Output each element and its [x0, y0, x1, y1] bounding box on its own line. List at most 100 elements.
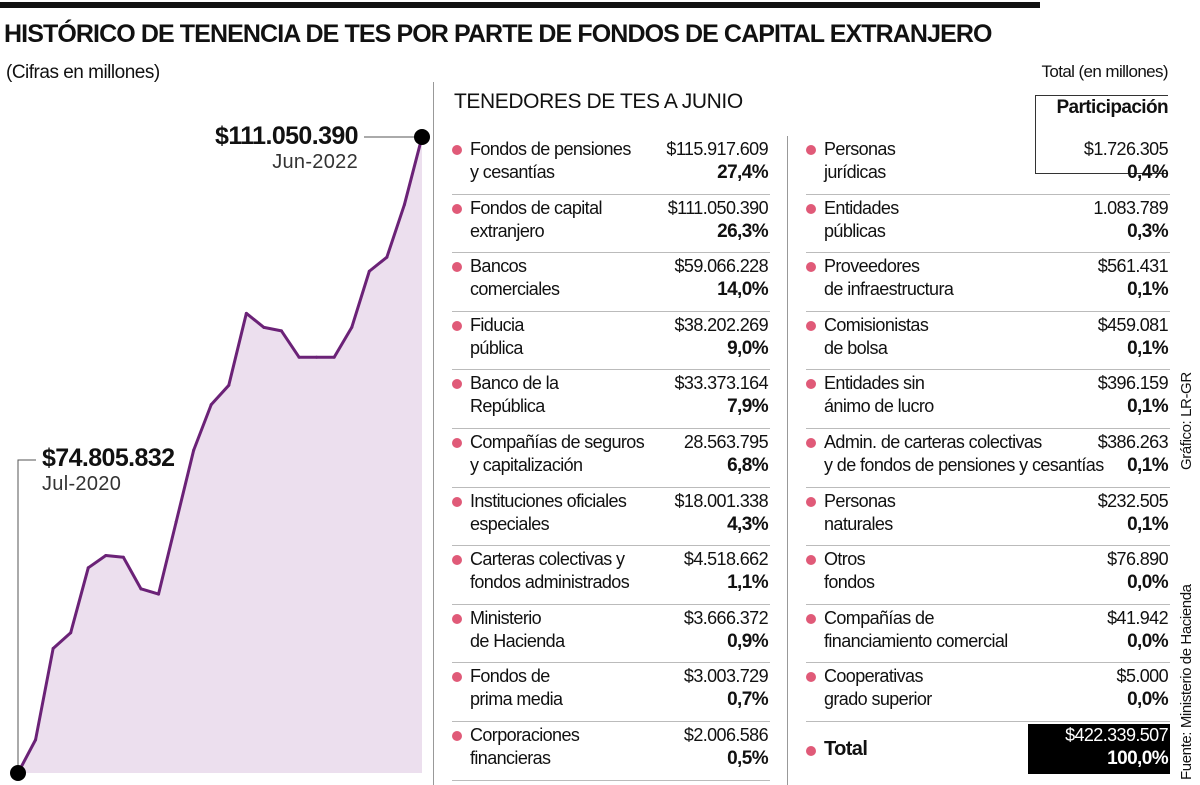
holder-share: 14,0% [717, 279, 768, 301]
page-title: HISTÓRICO DE TENENCIA DE TES POR PARTE D… [4, 20, 992, 48]
bullet-icon [452, 672, 462, 683]
holder-name: Fondos de prima media [470, 666, 563, 710]
data-point [315, 355, 319, 359]
table-row: Instituciones oficiales especiales $18.00… [452, 488, 770, 547]
bullet-icon [452, 320, 462, 331]
holder-name: Comisionistas de bolsa [824, 314, 929, 358]
right-holders-list: Personas jurídicas $1.726.305 0,4% Entidade… [806, 136, 1170, 781]
holder-value: $1.726.305 [1083, 139, 1169, 159]
data-point [69, 631, 73, 635]
data-point [104, 554, 108, 558]
divider [433, 82, 434, 785]
bullet-icon [806, 437, 816, 448]
table-row: Proveedores de infraestructura $561.431 0,… [806, 253, 1170, 312]
bullet-icon [452, 496, 462, 507]
bullet-icon [806, 145, 816, 155]
table-row: Personas jurídicas $1.726.305 0,4% [806, 136, 1170, 195]
table-row: Bancos comerciales $59.066.228 14,0% [452, 253, 770, 312]
bullet-icon [452, 437, 462, 448]
table-title: TENEDORES DE TES A JUNIO [454, 90, 743, 113]
data-point [139, 587, 143, 591]
holder-name: Proveedores de infraestructura [824, 256, 954, 300]
holder-share: 100,0% [1107, 747, 1168, 769]
data-point [367, 269, 371, 273]
holder-share: 0,0% [1127, 572, 1169, 594]
holder-value: $18.001.338 [674, 490, 769, 511]
holder-name: Cooperativas grado superior [824, 666, 932, 710]
holder-name: Compañías de seguros y capitalización [470, 431, 645, 475]
table-row: Admin. de carteras colectivas y de fondo… [806, 429, 1170, 488]
start-marker [10, 765, 26, 781]
data-point [227, 383, 231, 387]
holder-value: $459.081 [1097, 314, 1169, 335]
data-point [279, 329, 283, 333]
bullet-icon [806, 613, 816, 624]
holder-share: 1,1% [727, 572, 769, 594]
data-point [402, 203, 406, 207]
holder-value: $59.066.228 [674, 256, 769, 277]
holder-name: Fondos de pensiones y cesantías [470, 139, 631, 182]
table-row: Entidades públicas 1.083.789 0,3% [806, 195, 1170, 254]
data-point [262, 325, 266, 329]
table-row: Corporaciones financieras $2.006.586 0,5% [452, 722, 770, 781]
bullet-icon [452, 730, 462, 741]
holder-value: 28.563.795 [683, 431, 769, 452]
share-label: Participación [1056, 97, 1168, 118]
holder-share: 0,4% [1127, 162, 1169, 183]
table-row: Cooperativas grado superior $5.000 0,0% [806, 663, 1170, 722]
bullet-icon [452, 613, 462, 624]
holder-name: Personas naturales [824, 490, 896, 534]
table-row: Banco de la República $33.373.164 7,9% [452, 370, 770, 429]
holder-share: 4,3% [727, 513, 769, 535]
holder-share: 0,7% [727, 689, 769, 711]
subtitle: (Cifras en millones) [6, 62, 160, 83]
bullet-icon [452, 203, 462, 214]
data-point [350, 325, 354, 329]
bullet-icon [452, 262, 462, 273]
holder-name: Fondos de capital extranjero [470, 197, 603, 241]
bullet-icon [452, 555, 462, 566]
holder-name: Entidades públicas [824, 197, 899, 241]
holder-name: Bancos comerciales [470, 256, 560, 300]
bullet-icon [806, 203, 816, 214]
bullet-icon [806, 672, 816, 683]
holder-value: $4.518.662 [683, 549, 769, 570]
table-row: Compañías de financiamiento comercial $41… [806, 605, 1170, 664]
end-annotation: $111.050.390 Jun-2022 [206, 122, 359, 174]
holder-share: 6,8% [727, 454, 769, 476]
holder-share: 0,1% [1127, 513, 1169, 535]
holder-value: $33.373.164 [674, 373, 769, 394]
holder-value: $561.431 [1097, 256, 1169, 277]
data-point [51, 647, 55, 651]
data-point [192, 448, 196, 452]
bullet-icon [452, 379, 462, 390]
table-row: Personas naturales $232.505 0,1% [806, 488, 1170, 547]
end-marker [414, 129, 430, 145]
bullet-icon [806, 745, 816, 756]
holder-share: 0,1% [1127, 396, 1169, 418]
holder-name: Total [824, 737, 868, 760]
data-point [157, 592, 161, 596]
bullet-icon [806, 496, 816, 507]
holder-value: $76.890 [1107, 549, 1168, 570]
data-point [174, 520, 178, 524]
legend-leader-line [1035, 95, 1168, 174]
top-rule [0, 2, 1040, 8]
start-leader-line [17, 459, 36, 773]
holder-value: $386.263 [1097, 431, 1169, 452]
data-point [86, 566, 90, 570]
holder-name: Fiducia pública [470, 314, 524, 358]
total-label: Total (en millones) [1041, 62, 1168, 81]
holder-name: Compañías de financiamiento comercial [824, 607, 1008, 651]
table-row: Fondos de prima media $3.003.729 0,7% [452, 663, 770, 722]
table-row: Carteras colectivas y fondos administrad… [452, 546, 770, 605]
area-chart [10, 129, 430, 781]
holder-share: 0,1% [1127, 279, 1169, 301]
holder-value: $396.159 [1097, 373, 1169, 394]
start-annotation: $74.805.832 Jul-2020 [42, 444, 175, 496]
holder-name: Carteras colectivas y fondos administrad… [470, 549, 630, 593]
holder-share: 9,0% [727, 337, 769, 359]
data-point [209, 403, 213, 407]
holder-value: $5.000 [1116, 666, 1169, 687]
holder-value: $2.006.586 [683, 724, 769, 745]
